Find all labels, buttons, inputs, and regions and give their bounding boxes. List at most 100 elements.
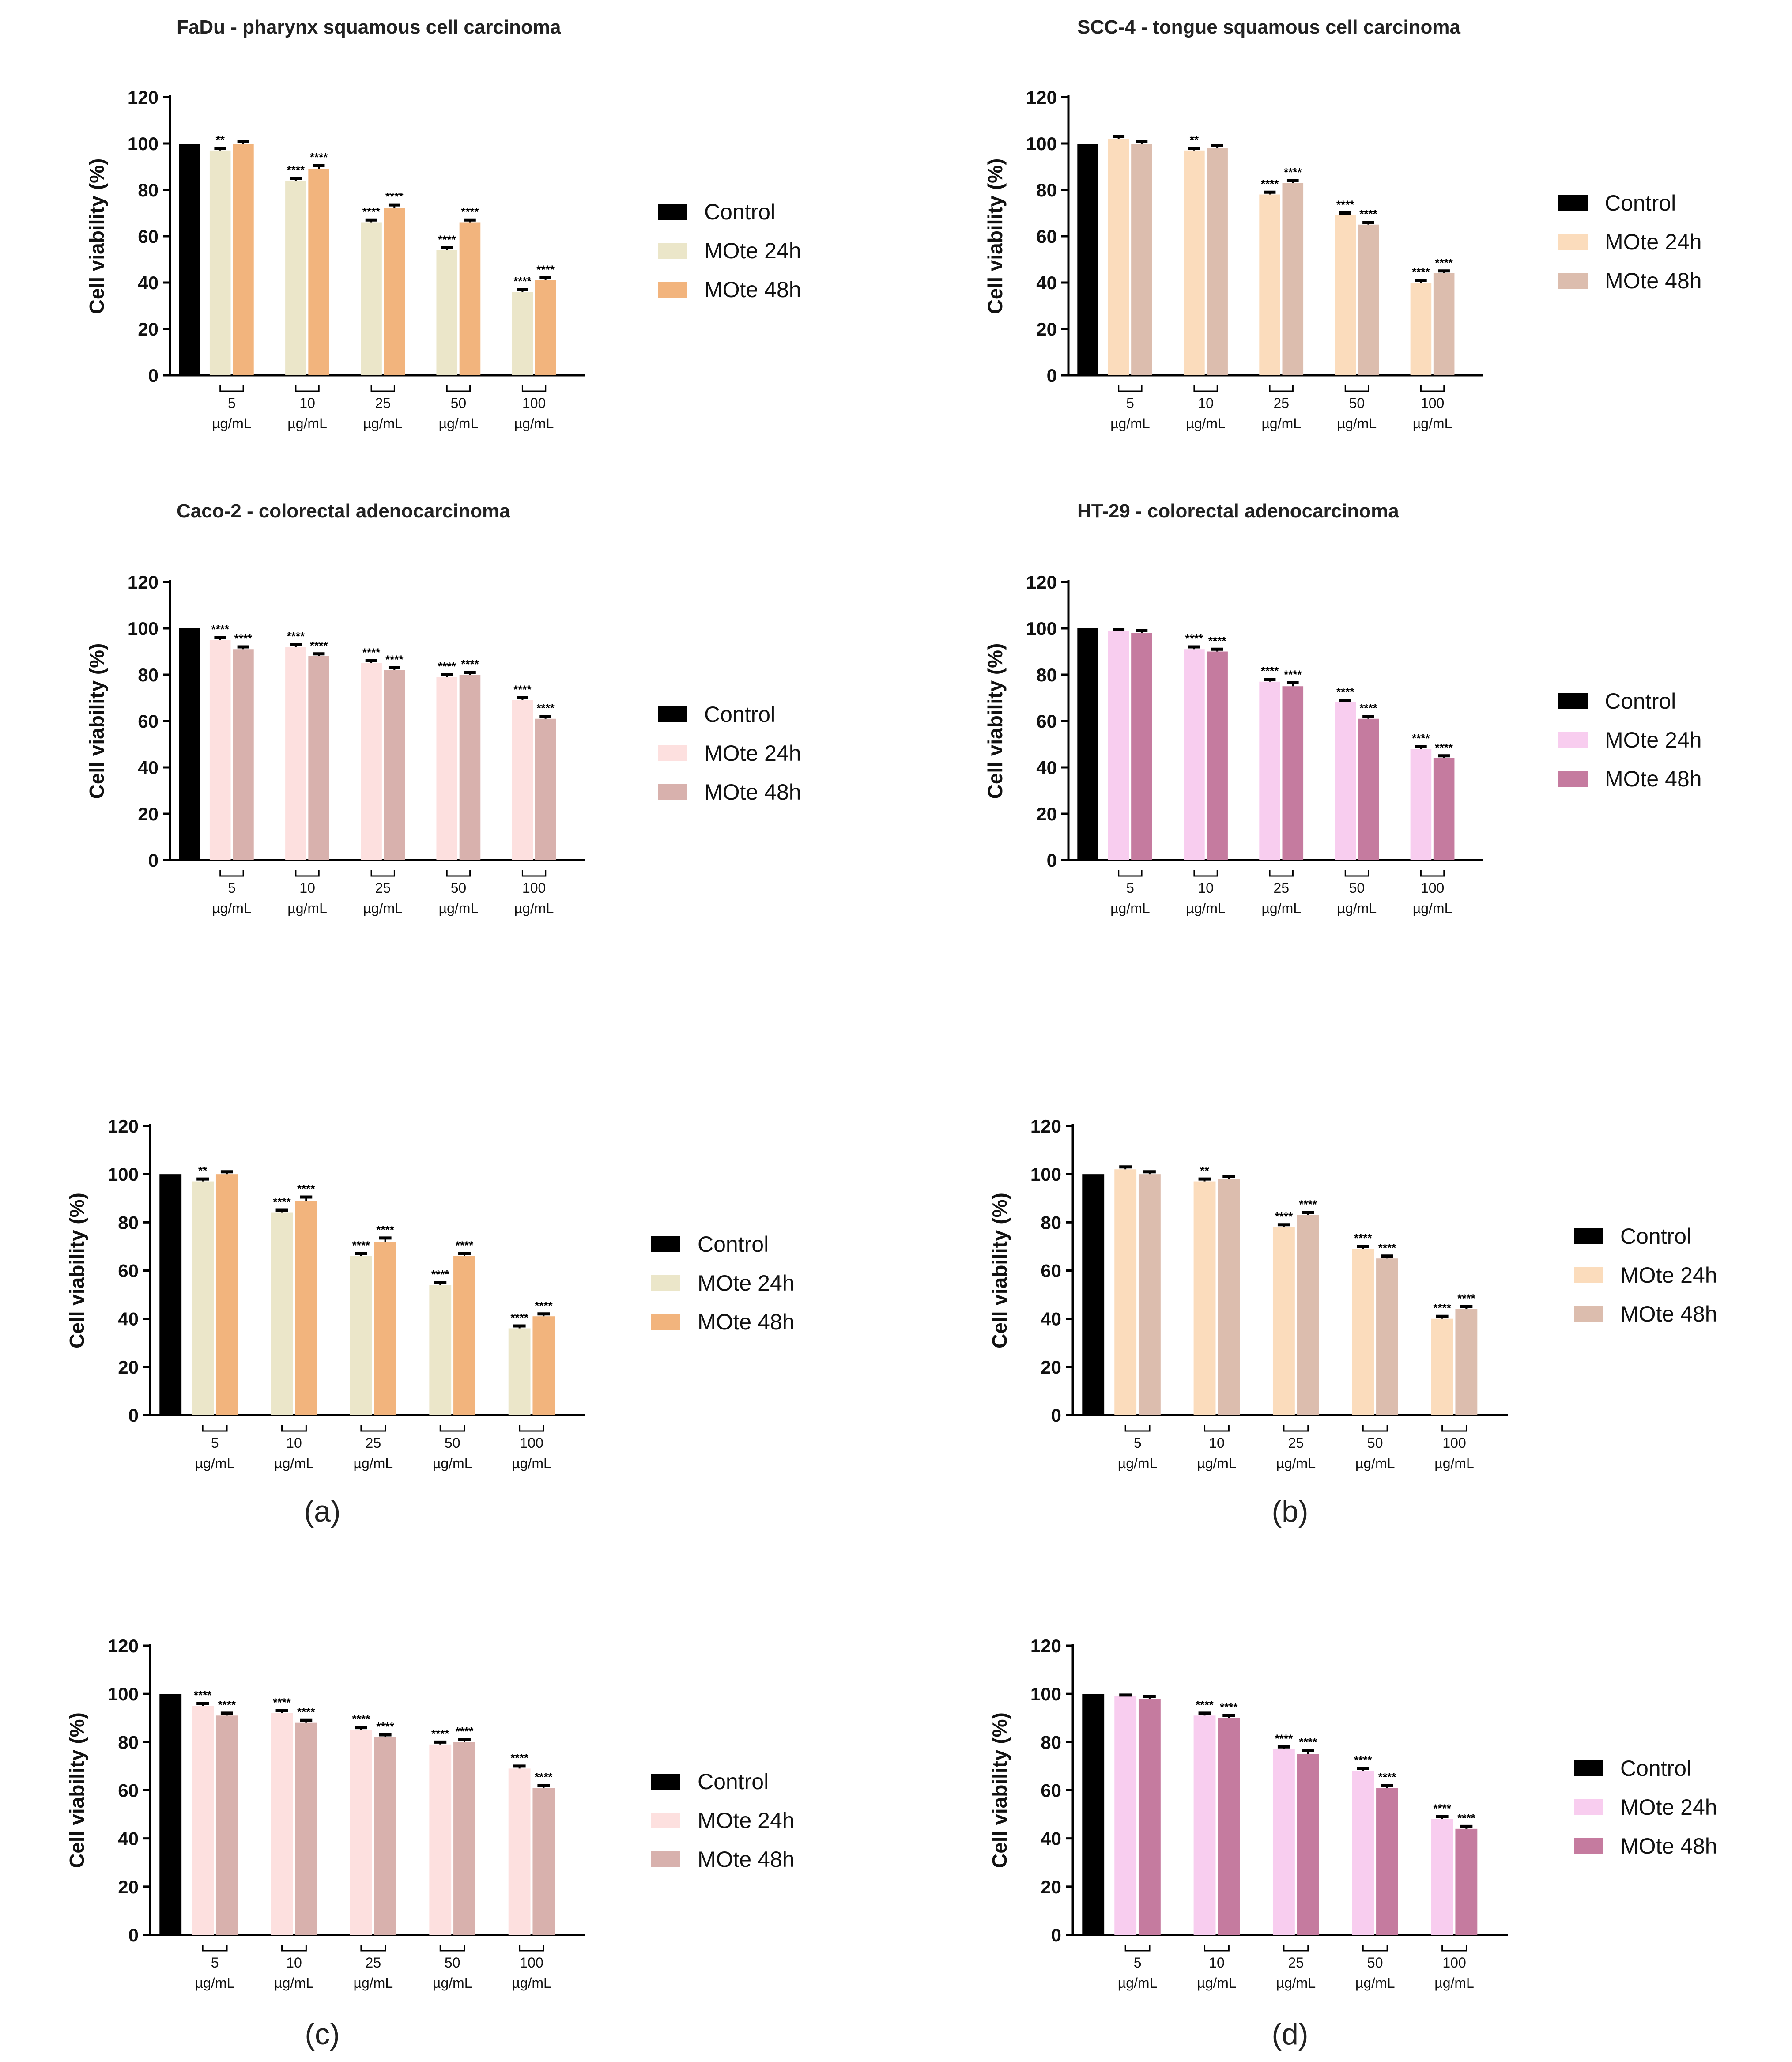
legend-swatch <box>658 706 687 722</box>
significance-label: **** <box>536 263 555 276</box>
significance-label: **** <box>1284 668 1302 681</box>
bar-48h <box>384 208 405 375</box>
y-tick-label: 100 <box>1030 1164 1061 1185</box>
bar-48h <box>295 1201 317 1415</box>
bar-24h <box>1108 139 1129 375</box>
panel-b-chart: 0 20 40 60 80 100 120 Cell viability (%) 5 µg/mL *… <box>988 1116 1717 1471</box>
legend-swatch <box>651 1813 680 1828</box>
x-unit-label: µg/mL <box>512 1975 551 1991</box>
y-tick-label: 120 <box>1030 1635 1061 1656</box>
x-unit-label: µg/mL <box>274 1975 314 1991</box>
y-tick-label: 20 <box>138 804 158 824</box>
x-tick-label: 100 <box>522 395 546 411</box>
x-unit-label: µg/mL <box>363 900 403 916</box>
category-bracket <box>281 1425 307 1432</box>
y-axis-label: Cell viability (%) <box>65 1193 88 1348</box>
bar-24h <box>1114 1169 1137 1415</box>
category-bracket <box>1420 870 1445 877</box>
y-tick-label: 0 <box>1047 850 1057 871</box>
legend-swatch <box>1574 1228 1603 1244</box>
x-unit-label: µg/mL <box>1110 415 1150 431</box>
y-tick-label: 60 <box>118 1261 139 1281</box>
significance-label: **** <box>352 1239 370 1252</box>
x-unit-label: µg/mL <box>195 1455 235 1471</box>
category-bracket <box>202 1945 228 1952</box>
x-unit-label: µg/mL <box>433 1455 472 1471</box>
x-tick-label: 5 <box>1126 395 1134 411</box>
x-unit-label: µg/mL <box>1197 1455 1237 1471</box>
bar-48h <box>532 1316 555 1415</box>
bar-24h <box>436 677 458 860</box>
category-bracket <box>439 1945 465 1952</box>
bar-48h <box>1433 758 1455 860</box>
category-bracket <box>1204 1425 1230 1432</box>
significance-label: **** <box>1185 632 1203 645</box>
legend-label: MOte 48h <box>1605 767 1702 791</box>
legend-label: MOte 24h <box>1620 1263 1717 1288</box>
legend-swatch <box>651 1275 680 1291</box>
panel-c-chart: 0 20 40 60 80 100 120 Cell viability (%) **** ***… <box>65 1635 795 1991</box>
category-bracket <box>370 385 395 392</box>
legend-label: MOte 48h <box>698 1847 795 1872</box>
significance-label: **** <box>1336 685 1354 699</box>
y-axis-label: Cell viability (%) <box>988 1193 1011 1348</box>
x-unit-label: µg/mL <box>1110 900 1150 916</box>
y-tick-label: 60 <box>1041 1780 1061 1801</box>
panel-a-chart: 0 20 40 60 80 100 120 Cell viability (%) ** 5 µg/m… <box>65 1116 795 1471</box>
category-bracket <box>1441 1425 1467 1432</box>
y-tick-label: 20 <box>118 1357 139 1378</box>
bar-48h <box>1282 686 1304 860</box>
legend-label: Control <box>1620 1224 1691 1249</box>
x-tick-label: 5 <box>228 880 236 896</box>
y-tick-label: 100 <box>108 1164 139 1185</box>
category-bracket <box>1344 870 1369 877</box>
bar-48h <box>459 222 481 375</box>
legend-swatch <box>658 282 687 298</box>
legend-swatch <box>658 204 687 220</box>
category-bracket <box>1344 385 1369 392</box>
x-unit-label: µg/mL <box>1355 1455 1395 1471</box>
bar-48h <box>215 1715 238 1935</box>
bar-24h <box>1352 1249 1374 1415</box>
bar-24h <box>271 1212 293 1415</box>
x-tick-label: 25 <box>375 880 391 896</box>
x-tick-label: 25 <box>1288 1435 1304 1451</box>
x-tick-label: 25 <box>1288 1955 1304 1971</box>
category-bracket <box>1362 1425 1388 1432</box>
bar-24h <box>1259 194 1280 375</box>
category-bracket <box>1283 1425 1309 1432</box>
bar-24h <box>209 640 231 860</box>
x-tick-label: 10 <box>286 1435 302 1451</box>
significance-label: **** <box>1435 741 1453 754</box>
x-tick-label: 100 <box>1442 1435 1466 1451</box>
panel-d-chart: 0 20 40 60 80 100 120 Cell viability (%) 5 µg/mL *… <box>988 1635 1717 1991</box>
x-unit-label: µg/mL <box>514 900 554 916</box>
significance-label: **** <box>1275 1732 1293 1745</box>
bar-24h <box>361 222 382 375</box>
bar-48h <box>1297 1754 1319 1935</box>
legend-swatch <box>658 745 687 761</box>
y-tick-label: 120 <box>1030 1116 1061 1137</box>
bar-24h <box>209 150 231 375</box>
x-unit-label: µg/mL <box>1434 1975 1474 1991</box>
y-tick-label: 20 <box>1036 319 1057 340</box>
significance-label: **** <box>510 1751 528 1764</box>
legend-swatch <box>1574 1267 1603 1283</box>
significance-label: **** <box>1412 265 1430 279</box>
bar-24h <box>350 1256 372 1415</box>
category-bracket <box>295 870 320 877</box>
chart-title: SCC-4 - tongue squamous cell carcinoma <box>1077 16 1460 38</box>
x-unit-label: µg/mL <box>1337 415 1377 431</box>
significance-label: **** <box>376 1223 394 1236</box>
significance-label: **** <box>385 190 404 203</box>
bar-24h <box>192 1706 214 1935</box>
legend-swatch <box>1558 234 1588 250</box>
control-bar <box>1082 1694 1105 1935</box>
bar-48h <box>1358 224 1379 375</box>
x-unit-label: µg/mL <box>1337 900 1377 916</box>
y-tick-label: 100 <box>128 133 158 154</box>
category-bracket <box>1269 870 1294 877</box>
y-axis-label: Cell viability (%) <box>984 159 1007 314</box>
bar-48h <box>1376 1788 1398 1935</box>
legend-swatch <box>658 243 687 259</box>
